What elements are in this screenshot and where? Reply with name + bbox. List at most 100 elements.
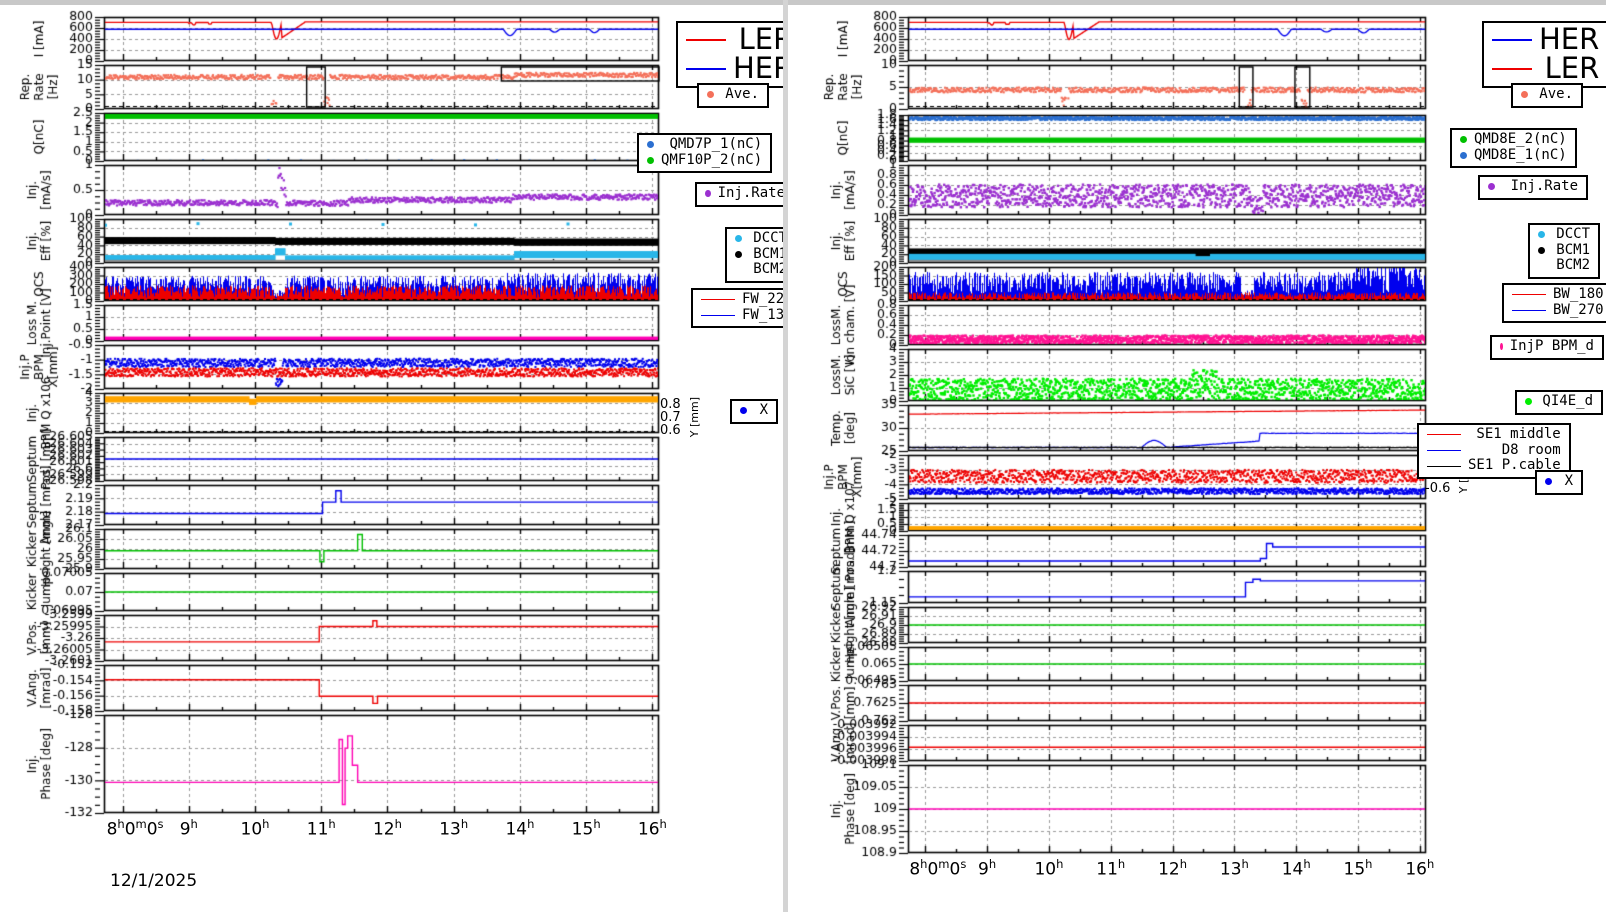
legend-label: BW_180 bbox=[1553, 286, 1604, 302]
panel-divider[interactable] bbox=[783, 0, 788, 912]
swatch-dot-icon bbox=[740, 407, 747, 415]
legend-ocs[interactable]: BW_180 BW_270 bbox=[1502, 283, 1606, 324]
legend-item[interactable]: Inj.Rate bbox=[1488, 178, 1578, 195]
swatch-dot-icon bbox=[1460, 152, 1467, 159]
legend-item[interactable]: HER bbox=[686, 54, 783, 83]
legend-item[interactable]: BCM2 bbox=[1538, 258, 1590, 274]
legend-label: QMF10P_2(nC) bbox=[661, 151, 763, 168]
legend-item[interactable]: BW_270 bbox=[1512, 302, 1604, 319]
legend-item[interactable]: QI4E_d bbox=[1525, 393, 1593, 410]
swatch-dot-icon bbox=[647, 141, 654, 149]
legend-item[interactable]: Ave. bbox=[1521, 86, 1573, 103]
axis-tick: 0.8 bbox=[660, 397, 681, 412]
legend-inj-eff[interactable]: DCCT BCM1 BCM2 bbox=[1528, 223, 1600, 280]
legend-item[interactable]: FW_135 bbox=[701, 306, 783, 324]
legend-item[interactable]: Ave. bbox=[707, 86, 759, 103]
time-axis-tick-label: 12h bbox=[372, 817, 402, 840]
swatch-line-icon bbox=[701, 315, 735, 316]
legend-inj-rate[interactable]: Inj.Rate bbox=[695, 182, 783, 207]
swatch-dot-icon bbox=[1521, 91, 1528, 99]
legend-label: BCM1 bbox=[753, 245, 783, 262]
legend-item[interactable]: SE1 P.cable bbox=[1427, 458, 1561, 474]
legend-item[interactable]: QMD8E_1(nC) bbox=[1460, 146, 1567, 164]
legend-label: Inj.Rate bbox=[1510, 178, 1578, 194]
legend-ocs[interactable]: FW_225 FW_135 bbox=[691, 288, 783, 329]
legend-item[interactable]: QMD7P_1(nC) bbox=[647, 136, 763, 153]
left-strip-chart-panel[interactable]: LER HER Ave. QMD7P_1(nC) QMF10P_2(nC) In… bbox=[0, 5, 783, 912]
swatch-line-icon bbox=[1427, 450, 1461, 451]
legend-item[interactable]: DCCT bbox=[735, 230, 783, 247]
legend-lossm-ion[interactable]: InjP BPM_d bbox=[1490, 335, 1604, 360]
legend-item[interactable]: BCM1 bbox=[1538, 241, 1590, 259]
legend-charge[interactable]: QMD7P_1(nC) QMF10P_2(nC) bbox=[637, 133, 773, 174]
legend-item[interactable]: SE1 middle bbox=[1427, 426, 1561, 443]
swatch-line-icon bbox=[1492, 38, 1532, 41]
time-axis-tick-label: 14h bbox=[505, 817, 535, 840]
legend-item[interactable]: LER bbox=[1492, 54, 1599, 83]
swatch-line-icon bbox=[1427, 434, 1461, 436]
swatch-line-icon bbox=[1512, 294, 1546, 296]
swatch-dot-icon bbox=[707, 91, 714, 99]
swatch-dot-icon bbox=[1538, 247, 1545, 254]
legend-label: QMD8E_1(nC) bbox=[1474, 146, 1567, 163]
legend-label: DCCT bbox=[1556, 226, 1590, 242]
legend-label: QI4E_d bbox=[1542, 393, 1593, 409]
legend-item[interactable]: X bbox=[1545, 473, 1573, 490]
legend-label: FW_135 bbox=[742, 306, 783, 323]
legend-item[interactable]: BW_180 bbox=[1512, 286, 1604, 303]
swatch-dot-icon bbox=[705, 190, 711, 198]
legend-item[interactable]: BCM2 bbox=[735, 262, 783, 278]
legend-label: SE1 middle bbox=[1476, 426, 1561, 442]
legend-lossm-sic[interactable]: QI4E_d bbox=[1515, 390, 1603, 415]
legend-label: BCM2 bbox=[753, 261, 783, 278]
legend-label: HER bbox=[733, 51, 783, 85]
legend-item[interactable]: X bbox=[740, 402, 768, 419]
time-axis-tick-label: 10h bbox=[240, 817, 270, 840]
legend-item[interactable]: Inj.Rate bbox=[705, 185, 783, 202]
legend-rep-rate[interactable]: Ave. bbox=[1511, 83, 1583, 108]
time-axis-tick-label: 8h0m0s bbox=[909, 857, 967, 880]
time-axis-tick-label: 11h bbox=[1096, 857, 1126, 880]
right-strip-chart-panel[interactable]: HER LER Ave. QMD8E_2(nC) QMD8E_1(nC) Inj… bbox=[788, 5, 1606, 912]
swatch-dot-icon bbox=[735, 251, 742, 258]
legend-bpm[interactable]: X bbox=[1535, 470, 1583, 495]
legend-beam-current[interactable]: LER HER bbox=[676, 21, 783, 88]
legend-item[interactable]: BCM1 bbox=[735, 245, 783, 263]
window-top-bar bbox=[0, 0, 1606, 5]
legend-label: Ave. bbox=[725, 86, 759, 102]
legend-item[interactable]: QMD8E_2(nC) bbox=[1460, 131, 1567, 148]
legend-item[interactable]: FW_225 bbox=[701, 291, 783, 308]
swatch-dot-icon bbox=[1525, 398, 1532, 406]
time-axis-tick-label: 15h bbox=[571, 817, 601, 840]
swatch-line-icon bbox=[1492, 67, 1532, 70]
swatch-dot-icon bbox=[1538, 231, 1545, 239]
legend-label: QMD7P_1(nC) bbox=[669, 136, 763, 152]
swatch-dot-icon bbox=[1460, 136, 1467, 144]
time-axis-tick-label: 14h bbox=[1281, 857, 1311, 880]
legend-label: X bbox=[1564, 473, 1573, 489]
legend-label: BCM1 bbox=[1556, 241, 1590, 258]
legend-label: LER bbox=[738, 22, 783, 56]
legend-label: SE1 P.cable bbox=[1468, 457, 1561, 474]
legend-rep-rate[interactable]: Ave. bbox=[697, 83, 769, 108]
legend-label: BCM2 bbox=[1556, 257, 1590, 274]
legend-item[interactable]: QMF10P_2(nC) bbox=[647, 151, 763, 169]
legend-inj-eff[interactable]: DCCT BCM1 BCM2 bbox=[725, 227, 783, 284]
legend-inj-rate[interactable]: Inj.Rate bbox=[1478, 175, 1588, 200]
legend-charge[interactable]: QMD8E_2(nC) QMD8E_1(nC) bbox=[1450, 128, 1577, 169]
legend-item[interactable]: DCCT bbox=[1538, 226, 1590, 243]
time-axis-tick-label: 10h bbox=[1034, 857, 1064, 880]
swatch-line-icon bbox=[1512, 310, 1546, 311]
swatch-line-icon bbox=[686, 67, 726, 70]
legend-label: DCCT bbox=[753, 230, 783, 246]
swatch-line-icon bbox=[701, 299, 735, 301]
legend-temperature[interactable]: SE1 middle D8 room SE1 P.cable bbox=[1417, 423, 1571, 480]
legend-item[interactable]: InjP BPM_d bbox=[1500, 338, 1594, 355]
legend-item[interactable]: HER bbox=[1492, 25, 1599, 54]
legend-label: InjP BPM_d bbox=[1509, 338, 1594, 354]
swatch-line-icon bbox=[686, 38, 726, 41]
legend-beam-current[interactable]: HER LER bbox=[1482, 21, 1606, 88]
legend-item[interactable]: D8 room bbox=[1427, 442, 1561, 459]
legend-item[interactable]: LER bbox=[686, 25, 783, 54]
legend-bpm[interactable]: X bbox=[730, 399, 778, 424]
